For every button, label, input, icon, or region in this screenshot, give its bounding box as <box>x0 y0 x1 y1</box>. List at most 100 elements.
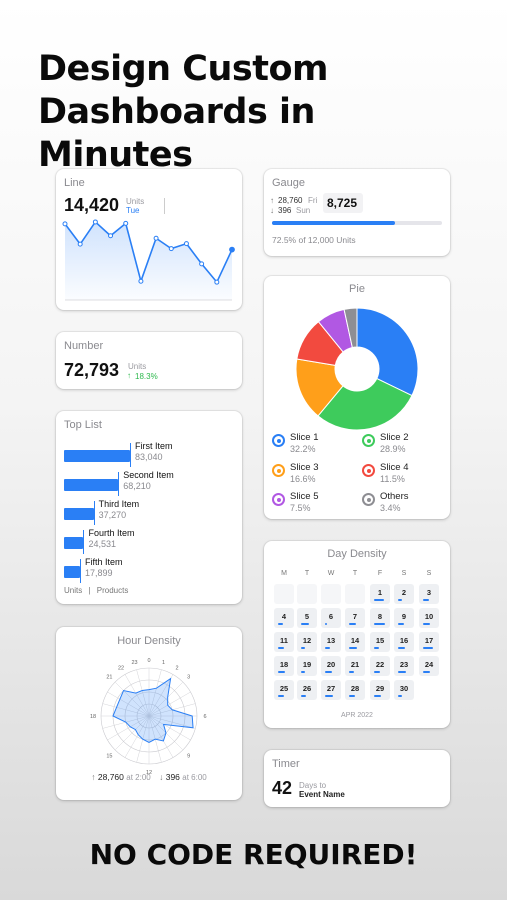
top-list-bar <box>64 566 80 578</box>
radar-hour-label: 6 <box>203 714 206 720</box>
radar-hour-label: 3 <box>187 674 190 680</box>
calendar-day: 15 <box>370 632 390 652</box>
headline: Design Custom Dashboards in Minutes <box>38 48 478 177</box>
line-widget-value: 14,420 <box>64 195 120 215</box>
pie-legend-pct: 28.9% <box>380 444 406 454</box>
calendar-day-bar <box>349 695 355 697</box>
calendar-day-bar <box>423 623 430 625</box>
calendar-weekday: S <box>401 570 407 577</box>
radar-spoke <box>148 715 196 729</box>
pie-legend-pct: 16.6% <box>290 474 316 484</box>
gauge-widget[interactable]: Gauge ↑ 28,760 Fri ↓ 396 Sun 8,725 72.5%… <box>264 169 450 256</box>
calendar-day-bar <box>301 671 305 673</box>
calendar-day: 23 <box>394 656 414 676</box>
calendar-day-bar <box>278 647 284 649</box>
pie-legend-item: Slice 3 16.6% <box>272 462 319 484</box>
calendar-day-bar <box>398 671 406 673</box>
top-list-item-name: Second Item <box>123 470 174 480</box>
top-list-item: Fourth Item 24,531 <box>64 528 234 558</box>
gauge-widget-title: Gauge <box>272 177 306 189</box>
number-widget[interactable]: Number 72,793 Units ↑ 18.3% <box>56 332 242 389</box>
calendar-day-bar <box>423 647 433 649</box>
calendar-day-bar <box>398 647 405 649</box>
top-list-tick <box>83 530 85 554</box>
gauge-track <box>272 221 442 225</box>
calendar-day-bar <box>398 599 402 601</box>
calendar-day: 30 <box>394 680 414 700</box>
top-list-bar <box>64 479 119 491</box>
pie-slice <box>317 377 413 431</box>
pie-slice <box>356 307 419 397</box>
line-point <box>168 246 174 252</box>
line-point <box>214 279 220 285</box>
calendar-day-bar <box>423 599 429 601</box>
line-chart <box>62 219 235 301</box>
gauge-fill <box>272 221 396 225</box>
calendar-day-bar <box>349 623 356 625</box>
timer-widget[interactable]: Timer 42 Days to Event Name <box>264 750 450 807</box>
radar-hour-label: 0 <box>147 658 150 664</box>
calendar-weekday: M <box>281 570 287 577</box>
line-point <box>153 235 159 241</box>
top-list-item-value: 68,210 <box>123 481 151 491</box>
line-widget-divider <box>164 198 165 214</box>
pie-legend-pct: 32.2% <box>290 444 316 454</box>
calendar-weekday: S <box>426 570 432 577</box>
gauge-max-day: Fri <box>308 196 318 205</box>
gauge-min-value: 396 <box>278 206 292 215</box>
calendar-day-bar <box>349 671 354 673</box>
line-point <box>108 233 114 239</box>
timer-unit: Days to <box>299 781 327 790</box>
top-list-tick <box>130 443 131 467</box>
calendar-day-bar <box>301 623 309 625</box>
calendar-day: 16 <box>394 632 414 652</box>
calendar-day: 13 <box>321 632 341 652</box>
radar-spoke <box>148 681 184 717</box>
pie-legend-item: Others 3.4% <box>362 491 409 513</box>
calendar-day-bar <box>374 623 385 625</box>
radar-spoke <box>124 715 150 758</box>
radar-spoke <box>148 674 174 717</box>
line-series <box>64 221 233 283</box>
top-list-item-name: First Item <box>135 441 173 451</box>
calendar-day-bar <box>374 671 380 673</box>
radar-hour-label: 15 <box>106 754 112 760</box>
line-widget[interactable]: Line 14,420 Units Tue <box>56 169 242 310</box>
line-point <box>77 241 83 247</box>
calendar-day: 21 <box>345 656 365 676</box>
line-widget-day: Tue <box>126 206 140 215</box>
top-list-footer-group: Products <box>96 586 129 595</box>
top-list-footer: Units | Products <box>64 586 128 595</box>
calendar-day: 29 <box>370 680 390 700</box>
line-point <box>183 241 189 247</box>
legend-dot-icon <box>272 493 285 506</box>
calendar-day: 14 <box>345 632 365 652</box>
top-list-item-name: Fourth Item <box>88 528 135 538</box>
radar-hour-label: 23 <box>131 660 137 666</box>
pie-legend-item: Slice 5 7.5% <box>272 491 319 513</box>
radar-hour-label: 21 <box>106 674 112 680</box>
hour-density-widget[interactable]: Hour Density 0 1 2 3 6 9 12 15 18 21 22 23 ↑ 28,760… <box>56 627 242 800</box>
top-list-item-value: 17,899 <box>85 568 113 578</box>
radar-spoke <box>102 703 150 717</box>
calendar-day-bar <box>374 695 381 697</box>
calendar-day: 1 <box>370 584 390 604</box>
line-widget-title: Line <box>64 177 85 189</box>
pie-widget-title: Pie <box>349 283 365 295</box>
top-list-footer-sep: | <box>88 586 91 595</box>
radar-hour-label: 2 <box>175 666 178 672</box>
calendar-day: 20 <box>321 656 341 676</box>
calendar-day-bar <box>278 671 285 673</box>
line-point <box>138 278 144 284</box>
hour-min-at: at 6:00 <box>182 773 207 782</box>
pie-legend-pct: 7.5% <box>290 503 311 513</box>
calendar-day-bar <box>398 695 402 697</box>
top-list-tick <box>80 559 81 583</box>
calendar-day: 25 <box>274 680 294 700</box>
calendar-day: 3 <box>419 584 439 604</box>
radar-spoke <box>136 669 150 717</box>
top-list-widget[interactable]: Top List First Item 83,040 Second Item 68,2… <box>56 411 242 604</box>
pie-widget[interactable]: Pie Slice 1 32.2% Slice 2 28.9% Slice 3 16.6%… <box>264 276 450 519</box>
calendar-day: 26 <box>297 680 317 700</box>
pie-legend-pct: 11.5% <box>380 474 405 484</box>
